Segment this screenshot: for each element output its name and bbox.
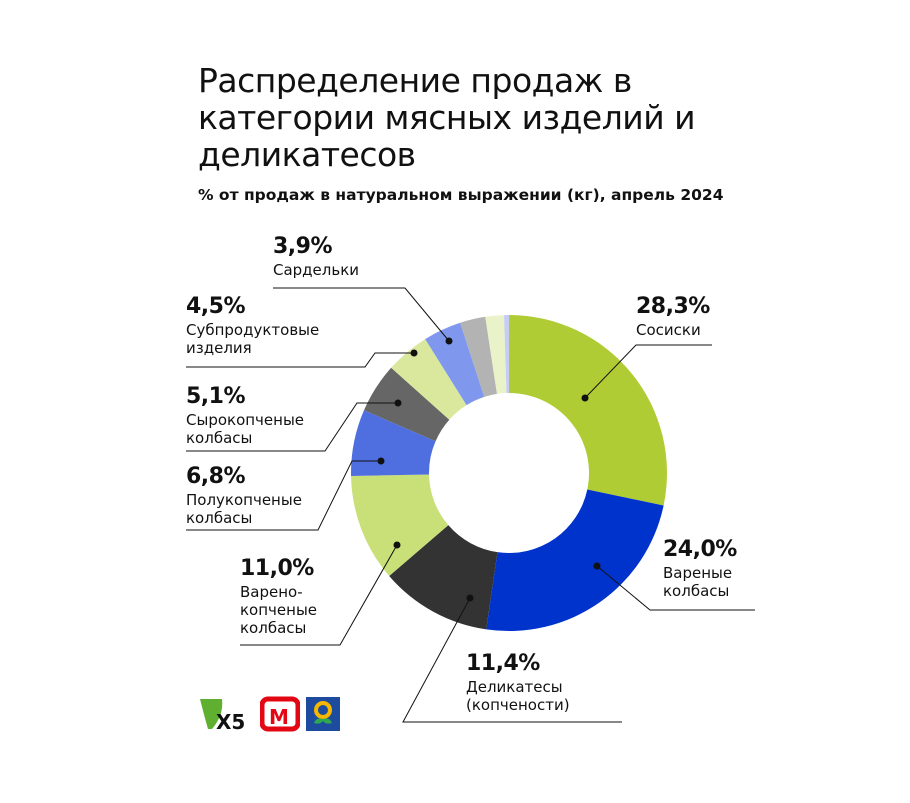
logos: X5 М	[198, 695, 340, 733]
donut-slice	[504, 315, 509, 394]
leader-dot	[593, 562, 601, 570]
leader-line	[584, 344, 712, 399]
donut-slice	[363, 367, 450, 442]
slice-label: 4,5% Субпродуктовые изделия	[186, 293, 326, 357]
slice-label: 11,4% Деликатесы (копчености)	[466, 650, 606, 714]
slice-category-label: Сардельки	[273, 261, 360, 279]
donut-slice	[425, 322, 485, 406]
slice-label: 6,8% Полукопченые колбасы	[186, 463, 326, 527]
leader-line	[186, 460, 381, 531]
slice-label: 24,0% Вареные колбасы	[663, 536, 803, 600]
slice-category-label: Вареные колбасы	[663, 564, 733, 600]
donut-slice	[509, 315, 667, 506]
leader-dot	[466, 594, 474, 602]
slice-label: 11,0% Варено-копченые колбасы	[240, 555, 330, 637]
slice-label: 5,1% Сырокопченые колбасы	[186, 383, 326, 447]
slice-value-label: 6,8%	[186, 464, 246, 489]
donut-slice	[460, 316, 497, 397]
leader-line	[402, 597, 622, 723]
leader-dot	[581, 394, 589, 402]
slice-value-label: 24,0%	[663, 537, 737, 562]
donut-slice	[351, 410, 436, 476]
leader-line	[240, 544, 398, 646]
leader-line	[186, 402, 398, 452]
slice-value-label: 11,0%	[240, 556, 314, 581]
x5-logo: X5	[200, 699, 245, 733]
pyaterochka-logo	[306, 697, 340, 731]
donut-slice	[389, 525, 498, 630]
donut-slice	[486, 489, 664, 631]
svg-text:М: М	[269, 705, 289, 729]
slice-label: 28,3% Сосиски	[636, 293, 710, 339]
donut-slice	[391, 339, 467, 420]
donut-slice	[351, 474, 449, 576]
slice-category-label: Сосиски	[636, 321, 701, 339]
leader-line	[596, 565, 755, 611]
chart-title: Распределение продаж в категории мясных …	[198, 61, 696, 174]
leader-dot	[394, 399, 402, 407]
leader-line	[186, 352, 414, 368]
slice-category-label: Варено-копченые колбасы	[240, 583, 318, 637]
slice-value-label: 11,4%	[466, 651, 540, 676]
slice-value-label: 28,3%	[636, 294, 710, 319]
slice-label: 3,9% Сардельки	[273, 233, 359, 279]
leader-dot	[445, 337, 453, 345]
slice-category-label: Сырокопченые колбасы	[186, 411, 305, 447]
leader-dot	[377, 457, 385, 465]
leader-line	[273, 287, 450, 342]
slice-value-label: 4,5%	[186, 294, 246, 319]
leader-dot	[410, 349, 418, 357]
slice-category-label: Субпродуктовые изделия	[186, 321, 320, 357]
chart-subtitle: % от продаж в натуральном выражении (кг)…	[198, 186, 724, 204]
slice-value-label: 5,1%	[186, 384, 246, 409]
leader-dot	[393, 541, 401, 549]
slice-category-label: Полукопченые колбасы	[186, 491, 302, 527]
svg-text:X5: X5	[216, 710, 245, 733]
slice-category-label: Деликатесы (копчености)	[466, 678, 570, 714]
donut-slice	[485, 315, 507, 394]
magnit-logo: М	[260, 696, 300, 732]
slice-value-label: 3,9%	[273, 234, 333, 259]
